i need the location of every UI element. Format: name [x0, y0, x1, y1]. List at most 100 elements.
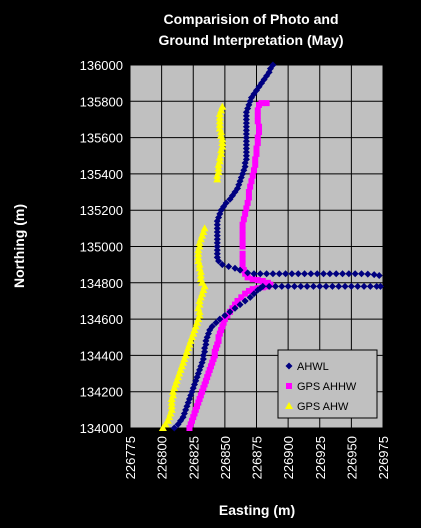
data-point [201, 348, 209, 356]
data-point [177, 362, 186, 370]
data-point [307, 270, 315, 278]
data-point [332, 270, 340, 278]
data-point [167, 398, 176, 406]
data-point [188, 417, 195, 424]
data-point [216, 330, 223, 337]
data-point [215, 120, 224, 128]
data-point [214, 160, 223, 168]
y-axis-tick-labels: 134000 134200 134400 134600 134800 135000 1352… [80, 58, 123, 436]
data-point [250, 167, 257, 174]
series-gps-ahw [158, 102, 227, 431]
data-point [213, 345, 220, 352]
data-point [196, 275, 205, 283]
data-point [196, 235, 205, 243]
data-point [354, 282, 362, 290]
data-point [218, 135, 227, 143]
data-point [214, 168, 223, 176]
data-point [213, 253, 221, 261]
data-point [269, 61, 277, 69]
data-point [211, 352, 218, 359]
data-point [217, 146, 226, 154]
data-point [169, 387, 178, 395]
data-point [259, 277, 266, 284]
data-point [244, 274, 251, 281]
x-tick-label: 226900 [281, 436, 296, 479]
data-point [241, 163, 249, 171]
data-point [187, 421, 194, 428]
data-point [269, 270, 277, 278]
data-point [245, 287, 252, 294]
data-point [221, 316, 228, 323]
data-point [213, 224, 221, 232]
legend-label: AHWL [297, 361, 329, 373]
data-point [366, 282, 374, 290]
data-point [242, 137, 250, 145]
x-tick-label: 226825 [186, 436, 201, 479]
data-point [236, 301, 244, 309]
data-point [320, 270, 328, 278]
data-point [244, 269, 252, 277]
data-point [313, 270, 321, 278]
legend: AHWL GPS AHHW GPS AHW [277, 349, 378, 419]
data-point [256, 129, 263, 136]
data-point [179, 358, 188, 366]
data-point [245, 194, 252, 201]
data-point [172, 376, 181, 384]
data-point [249, 276, 256, 283]
data-point [231, 301, 238, 308]
data-point [161, 420, 170, 428]
data-point [194, 253, 203, 261]
data-point [195, 264, 204, 272]
data-point [212, 319, 220, 327]
y-tick-label: 134200 [80, 385, 123, 400]
data-point [186, 425, 193, 431]
data-point [249, 172, 256, 179]
y-tick-label: 134400 [80, 348, 123, 363]
data-point [194, 257, 203, 265]
data-point [194, 403, 201, 410]
data-point [169, 391, 178, 399]
y-tick-label: 135000 [80, 240, 123, 255]
legend-marker [286, 383, 292, 389]
data-point [341, 282, 349, 290]
data-point [170, 424, 178, 432]
data-point [309, 282, 317, 290]
data-point [254, 140, 261, 147]
data-point [244, 199, 251, 206]
data-point [278, 282, 286, 290]
data-point [271, 282, 279, 290]
data-point [275, 270, 283, 278]
data-point [239, 243, 246, 250]
data-point [175, 369, 184, 377]
data-point [256, 123, 263, 130]
data-point [297, 282, 305, 290]
data-point [254, 107, 261, 114]
data-point [242, 112, 250, 120]
data-point [170, 384, 179, 392]
legend-box [277, 349, 378, 419]
data-point [239, 261, 246, 268]
legend-marker [285, 362, 293, 370]
series-gps-ahhw [186, 100, 274, 431]
data-point [345, 270, 353, 278]
data-point [234, 297, 241, 304]
data-point [375, 272, 383, 280]
data-point [239, 227, 246, 234]
data-point [247, 183, 254, 190]
data-point [205, 370, 212, 377]
data-point [242, 119, 250, 127]
data-point [256, 270, 264, 278]
data-point [240, 267, 247, 274]
data-point [218, 326, 225, 333]
data-point [301, 270, 309, 278]
data-point [176, 365, 185, 373]
data-point [167, 405, 176, 413]
x-tick-label: 226975 [376, 436, 391, 479]
data-point [263, 100, 270, 107]
y-tick-label: 134600 [80, 312, 123, 327]
data-point [316, 282, 324, 290]
chart-title-line-2: Ground Interpretation (May) [158, 32, 343, 48]
data-point [219, 323, 226, 330]
